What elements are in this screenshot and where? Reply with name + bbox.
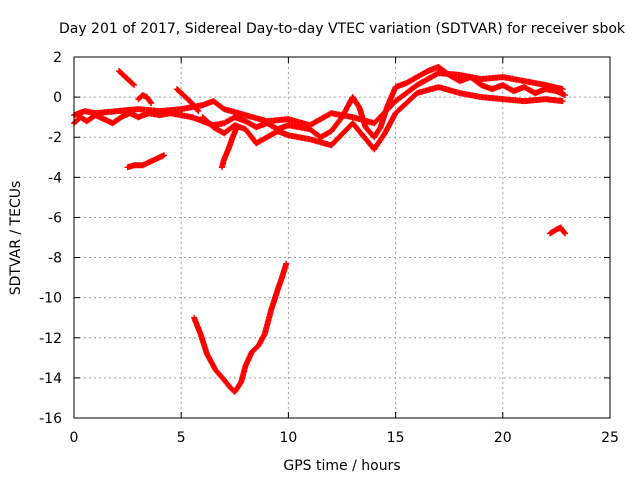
series-seg-f bbox=[191, 260, 290, 395]
series-track-lower bbox=[199, 84, 566, 153]
y-tick-label: -8 bbox=[48, 251, 62, 267]
x-tick-labels: 0 5 10 15 20 25 bbox=[70, 430, 619, 446]
plot-frame bbox=[73, 56, 611, 419]
data-point-cluster bbox=[199, 84, 566, 153]
chart-title: Day 201 of 2017, Sidereal Day-to-day VTE… bbox=[59, 21, 626, 37]
series-seg-b bbox=[135, 92, 155, 107]
data-point-cluster bbox=[135, 92, 155, 107]
data-point-cluster bbox=[173, 86, 202, 115]
data-point-cluster bbox=[124, 152, 167, 171]
data-point-cluster bbox=[547, 224, 568, 237]
series-seg-g bbox=[547, 224, 568, 237]
y-tick-labels: -16 -14 -12 -10 -8 -6 -4 -2 0 2 bbox=[39, 50, 62, 427]
y-tick-label: -4 bbox=[48, 170, 62, 186]
data-point-cluster bbox=[116, 68, 137, 89]
series-seg-d bbox=[218, 124, 240, 171]
data-marks bbox=[71, 64, 568, 395]
x-tick-label: 5 bbox=[177, 430, 186, 446]
y-tick-label: -16 bbox=[39, 411, 62, 427]
axis-ticks bbox=[73, 56, 611, 419]
y-tick-label: 2 bbox=[53, 50, 62, 66]
y-tick-label: -2 bbox=[48, 130, 62, 146]
x-tick-label: 25 bbox=[601, 430, 619, 446]
x-tick-label: 10 bbox=[279, 430, 297, 446]
series-seg-a bbox=[116, 68, 137, 89]
x-tick-label: 20 bbox=[494, 430, 512, 446]
y-tick-label: -12 bbox=[39, 331, 62, 347]
data-point-cluster bbox=[218, 124, 240, 171]
y-tick-label: -6 bbox=[48, 210, 62, 226]
y-tick-label: -14 bbox=[39, 371, 62, 387]
series-seg-c bbox=[173, 86, 202, 115]
y-axis-label: SDTVAR / TECUs bbox=[8, 181, 24, 296]
x-tick-label: 0 bbox=[70, 430, 79, 446]
y-tick-label: -10 bbox=[39, 291, 62, 307]
series-seg-e bbox=[124, 152, 167, 171]
x-axis-label: GPS time / hours bbox=[283, 458, 400, 474]
data-point-cluster bbox=[191, 260, 290, 395]
x-tick-label: 15 bbox=[387, 430, 405, 446]
y-tick-label: 0 bbox=[53, 90, 62, 106]
